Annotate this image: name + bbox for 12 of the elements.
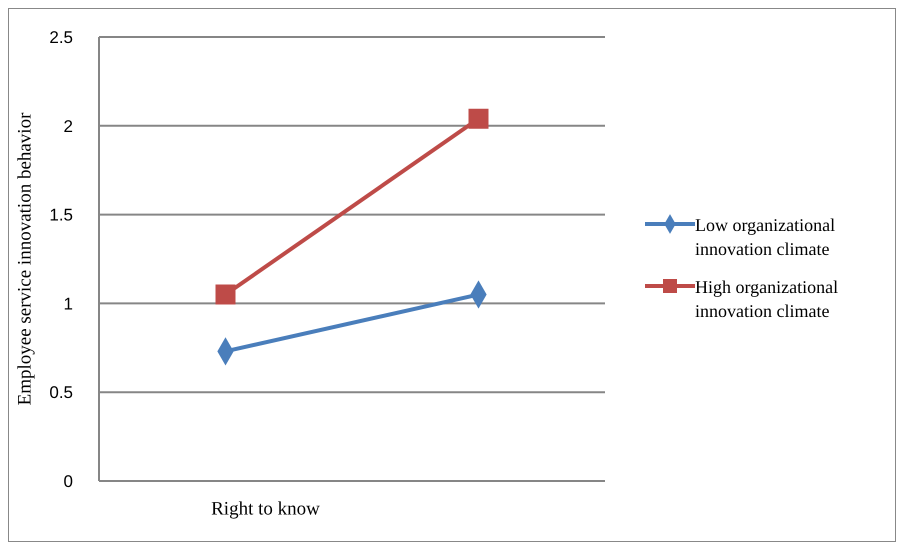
y-tick-label: 1.5	[49, 206, 73, 225]
point	[468, 108, 488, 129]
legend-label: Low organizational innovation climate	[695, 214, 836, 261]
y-tick-label: 2	[64, 116, 73, 136]
y-tick-label: 1	[64, 294, 73, 314]
legend-label: High organizational innovation climate	[695, 276, 840, 323]
y-tick-label: 0.5	[49, 383, 73, 402]
point	[216, 284, 236, 305]
x-tick-label: Right to know	[211, 498, 320, 520]
y-tick-label: 0	[64, 472, 73, 492]
y-tick-label: 2.5	[49, 28, 73, 48]
y-axis-title: Employee service innovation behavior	[14, 112, 36, 406]
